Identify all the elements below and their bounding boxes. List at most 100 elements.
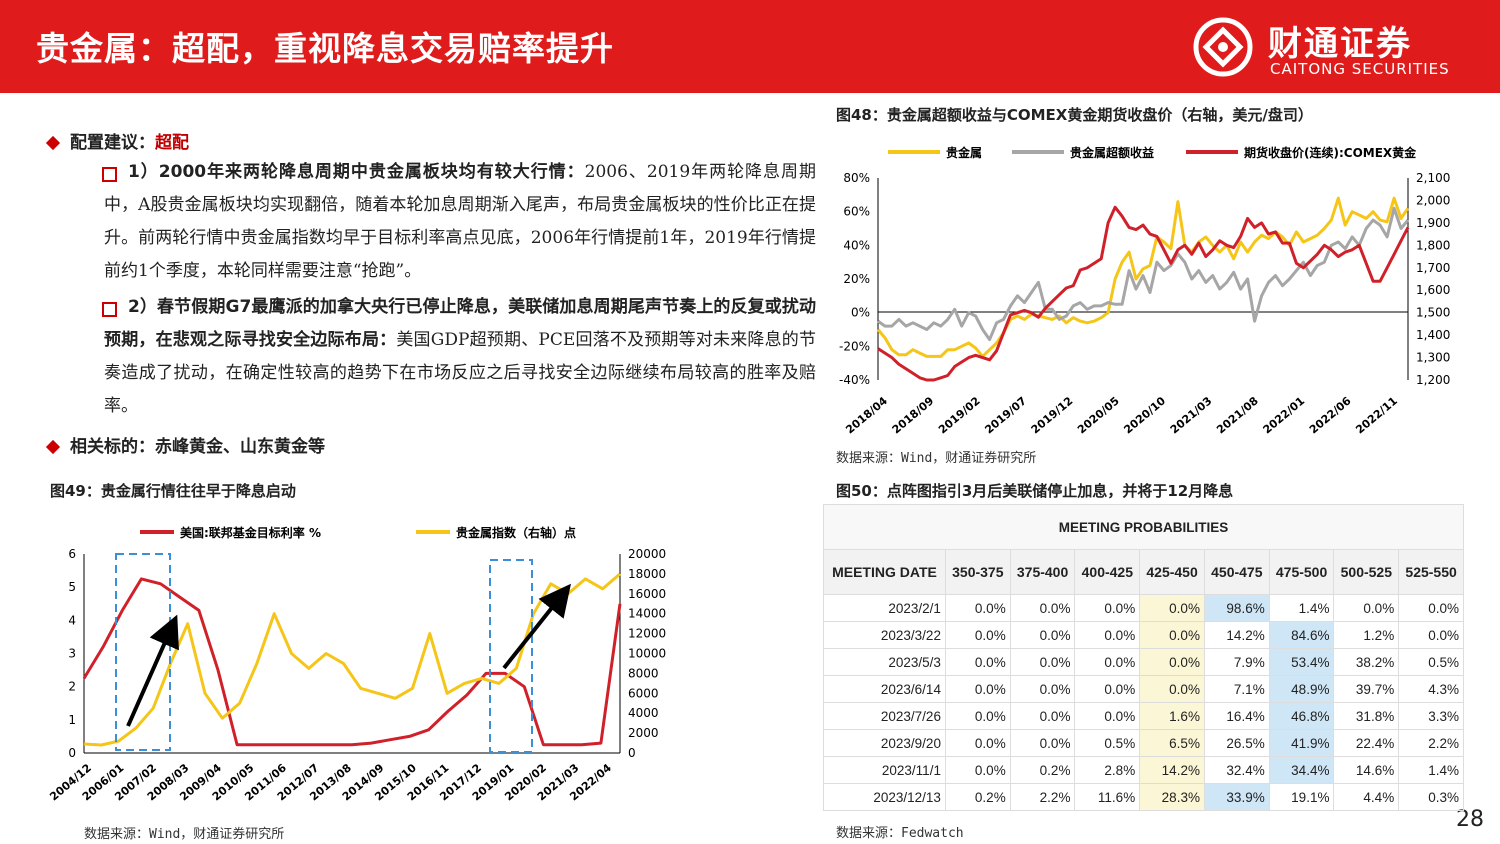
meeting-date-cell: 2023/2/1	[823, 594, 946, 622]
y-left-tick-label: 0%	[851, 306, 870, 320]
bullet-related-text: 相关标的：赤峰黄金、山东黄金等	[70, 437, 325, 457]
table-caption: MEETING PROBABILITIES	[823, 504, 1464, 550]
y-right-tick-label: 4000	[628, 706, 659, 720]
legend-label: 期货收盘价(连续):COMEX黄金	[1244, 145, 1417, 160]
y-right-tick-label: 20000	[628, 547, 666, 561]
probability-cell: 14.2%	[1203, 621, 1270, 649]
probability-cell: 0.0%	[1009, 702, 1076, 730]
x-tick-label: 2019/07	[982, 394, 1029, 436]
probability-cell: 84.6%	[1268, 621, 1335, 649]
y-right-tick-label: 2,100	[1416, 171, 1450, 185]
logo-text-cn: 财通证券	[1268, 24, 1412, 64]
legend-label: 贵金属超额收益	[1070, 145, 1154, 160]
y-left-tick-label: 1	[68, 713, 76, 727]
x-tick-label: 2018/04	[843, 394, 890, 436]
probability-cell: 39.7%	[1333, 675, 1400, 703]
x-tick-label: 2021/08	[1214, 394, 1261, 436]
probability-cell: 22.4%	[1333, 729, 1400, 757]
logo-text-en: CAITONG SECURITIES	[1270, 60, 1450, 78]
probability-cell: 14.6%	[1333, 756, 1400, 784]
probability-cell: 41.9%	[1268, 729, 1335, 757]
table-row: 2023/12/13 0.2% 2.2% 11.6% 28.3% 33.9% 19.1% 4.…	[823, 783, 1464, 811]
meeting-probabilities-table: MEETING PROBABILITIES MEETING DATE 350-37…	[823, 504, 1464, 811]
probability-cell: 19.1%	[1268, 783, 1335, 811]
chart49-source: 数据来源：Wind，财通证券研究所	[84, 827, 285, 842]
probability-cell: 38.2%	[1333, 648, 1400, 676]
series-line-1	[877, 206, 1410, 342]
probability-cell: 0.0%	[1139, 648, 1205, 676]
probability-cell: 0.0%	[1009, 594, 1076, 622]
point-1-body: 2006、2019年两轮降息周期中，A股贵金属板块均实现翻倍，随着本轮加息周期渐…	[104, 162, 816, 281]
probability-cell: 0.2%	[944, 783, 1011, 811]
page-number: 28	[1456, 807, 1484, 832]
y-right-tick-label: 1,300	[1416, 351, 1450, 365]
y-right-tick-label: 1,900	[1416, 216, 1450, 230]
probability-cell: 2.8%	[1074, 756, 1141, 784]
y-left-tick-label: 6	[68, 547, 76, 561]
y-right-tick-label: 8000	[628, 666, 659, 680]
square-bullet-icon	[102, 167, 117, 182]
probability-cell: 0.0%	[1009, 675, 1076, 703]
probability-cell: 0.0%	[1398, 594, 1464, 622]
square-bullet-icon	[102, 302, 117, 317]
point-2-head: 2）春节假期G7最鹰派的加拿大央行已停止降息，美联储加息周期尾声节奏上的反复或扰…	[104, 297, 816, 350]
y-right-tick-label: 1,500	[1416, 306, 1450, 320]
y-right-tick-label: 1,600	[1416, 283, 1450, 297]
chart50-source: 数据来源：Fedwatch	[836, 826, 964, 841]
probability-cell: 0.0%	[1398, 621, 1464, 649]
annotation-arrow	[126, 614, 179, 727]
table-header-cell: 425-450	[1139, 549, 1205, 595]
x-tick-label: 2019/12	[1029, 394, 1076, 436]
y-right-tick-label: 1,700	[1416, 261, 1450, 275]
bullet-related: 相关标的：赤峰黄金、山东黄金等	[45, 432, 325, 457]
legend-label: 贵金属指数（右轴）点	[456, 525, 576, 540]
y-left-tick-label: 0	[68, 746, 76, 760]
y-right-tick-label: 1,800	[1416, 238, 1450, 252]
probability-cell: 33.9%	[1203, 783, 1270, 811]
probability-cell: 2.2%	[1009, 783, 1076, 811]
table-row: 2023/3/22 0.0% 0.0% 0.0% 0.0% 14.2% 84.6% 1.2% 0…	[823, 621, 1464, 649]
annotation-box	[489, 559, 533, 753]
x-tick-label: 2019/02	[936, 394, 983, 436]
probability-cell: 0.5%	[1074, 729, 1141, 757]
probability-cell: 0.0%	[1009, 648, 1076, 676]
probability-cell: 1.2%	[1333, 621, 1400, 649]
x-tick-label: 2020/05	[1075, 394, 1122, 436]
x-tick-label: 2022/11	[1353, 394, 1400, 436]
y-right-tick-label: 1,200	[1416, 373, 1450, 387]
series-line-2	[877, 205, 1410, 382]
probability-cell: 0.0%	[1074, 675, 1141, 703]
y-right-tick-label: 14000	[628, 607, 666, 621]
point-2-body: 美国GDP超预期、PCE回落不及预期等对未来降息的节奏造成了扰动，在确定性较高的…	[104, 330, 816, 416]
y-left-tick-label: 2	[68, 680, 76, 694]
probability-cell: 0.0%	[944, 756, 1011, 784]
probability-cell: 34.4%	[1268, 756, 1335, 784]
chart49: 美国:联邦基金目标利率 % 贵金属指数（右轴）点65432102000018000…	[47, 525, 666, 803]
probability-cell: 31.8%	[1333, 702, 1400, 730]
probability-cell: 0.5%	[1398, 648, 1464, 676]
probability-cell: 0.0%	[1139, 621, 1205, 649]
y-left-tick-label: 5	[68, 580, 76, 594]
probability-cell: 0.0%	[1009, 729, 1076, 757]
y-right-tick-label: 0	[628, 746, 636, 760]
probability-cell: 1.4%	[1398, 756, 1464, 784]
probability-cell: 0.0%	[1009, 621, 1076, 649]
y-right-tick-label: 10000	[628, 647, 666, 661]
probability-cell: 0.0%	[1074, 594, 1141, 622]
page-header: 贵金属：超配，重视降息交易赔率提升 财通证券 CAITONG SECURITIE…	[0, 0, 1500, 93]
probability-cell: 1.4%	[1268, 594, 1335, 622]
probability-cell: 7.1%	[1203, 675, 1270, 703]
table-row: 2023/6/14 0.0% 0.0% 0.0% 0.0% 7.1% 48.9% 39.7% 4…	[823, 675, 1464, 703]
meeting-date-cell: 2023/12/13	[823, 783, 946, 811]
y-right-tick-label: 2000	[628, 726, 659, 740]
y-right-tick-label: 12000	[628, 627, 666, 641]
probability-cell: 1.6%	[1139, 702, 1205, 730]
probability-cell: 0.0%	[1074, 702, 1141, 730]
probability-cell: 2.2%	[1398, 729, 1464, 757]
probability-cell: 14.2%	[1139, 756, 1205, 784]
point-1: 1）2000年来两轮降息周期中贵金属板块均有较大行情：2006、2019年两轮降…	[104, 156, 816, 288]
bullet-config-label: 配置建议：	[70, 133, 155, 153]
x-tick-label: 2020/10	[1121, 394, 1168, 436]
meeting-date-cell: 2023/9/20	[823, 729, 946, 757]
annotation-box	[115, 553, 171, 751]
